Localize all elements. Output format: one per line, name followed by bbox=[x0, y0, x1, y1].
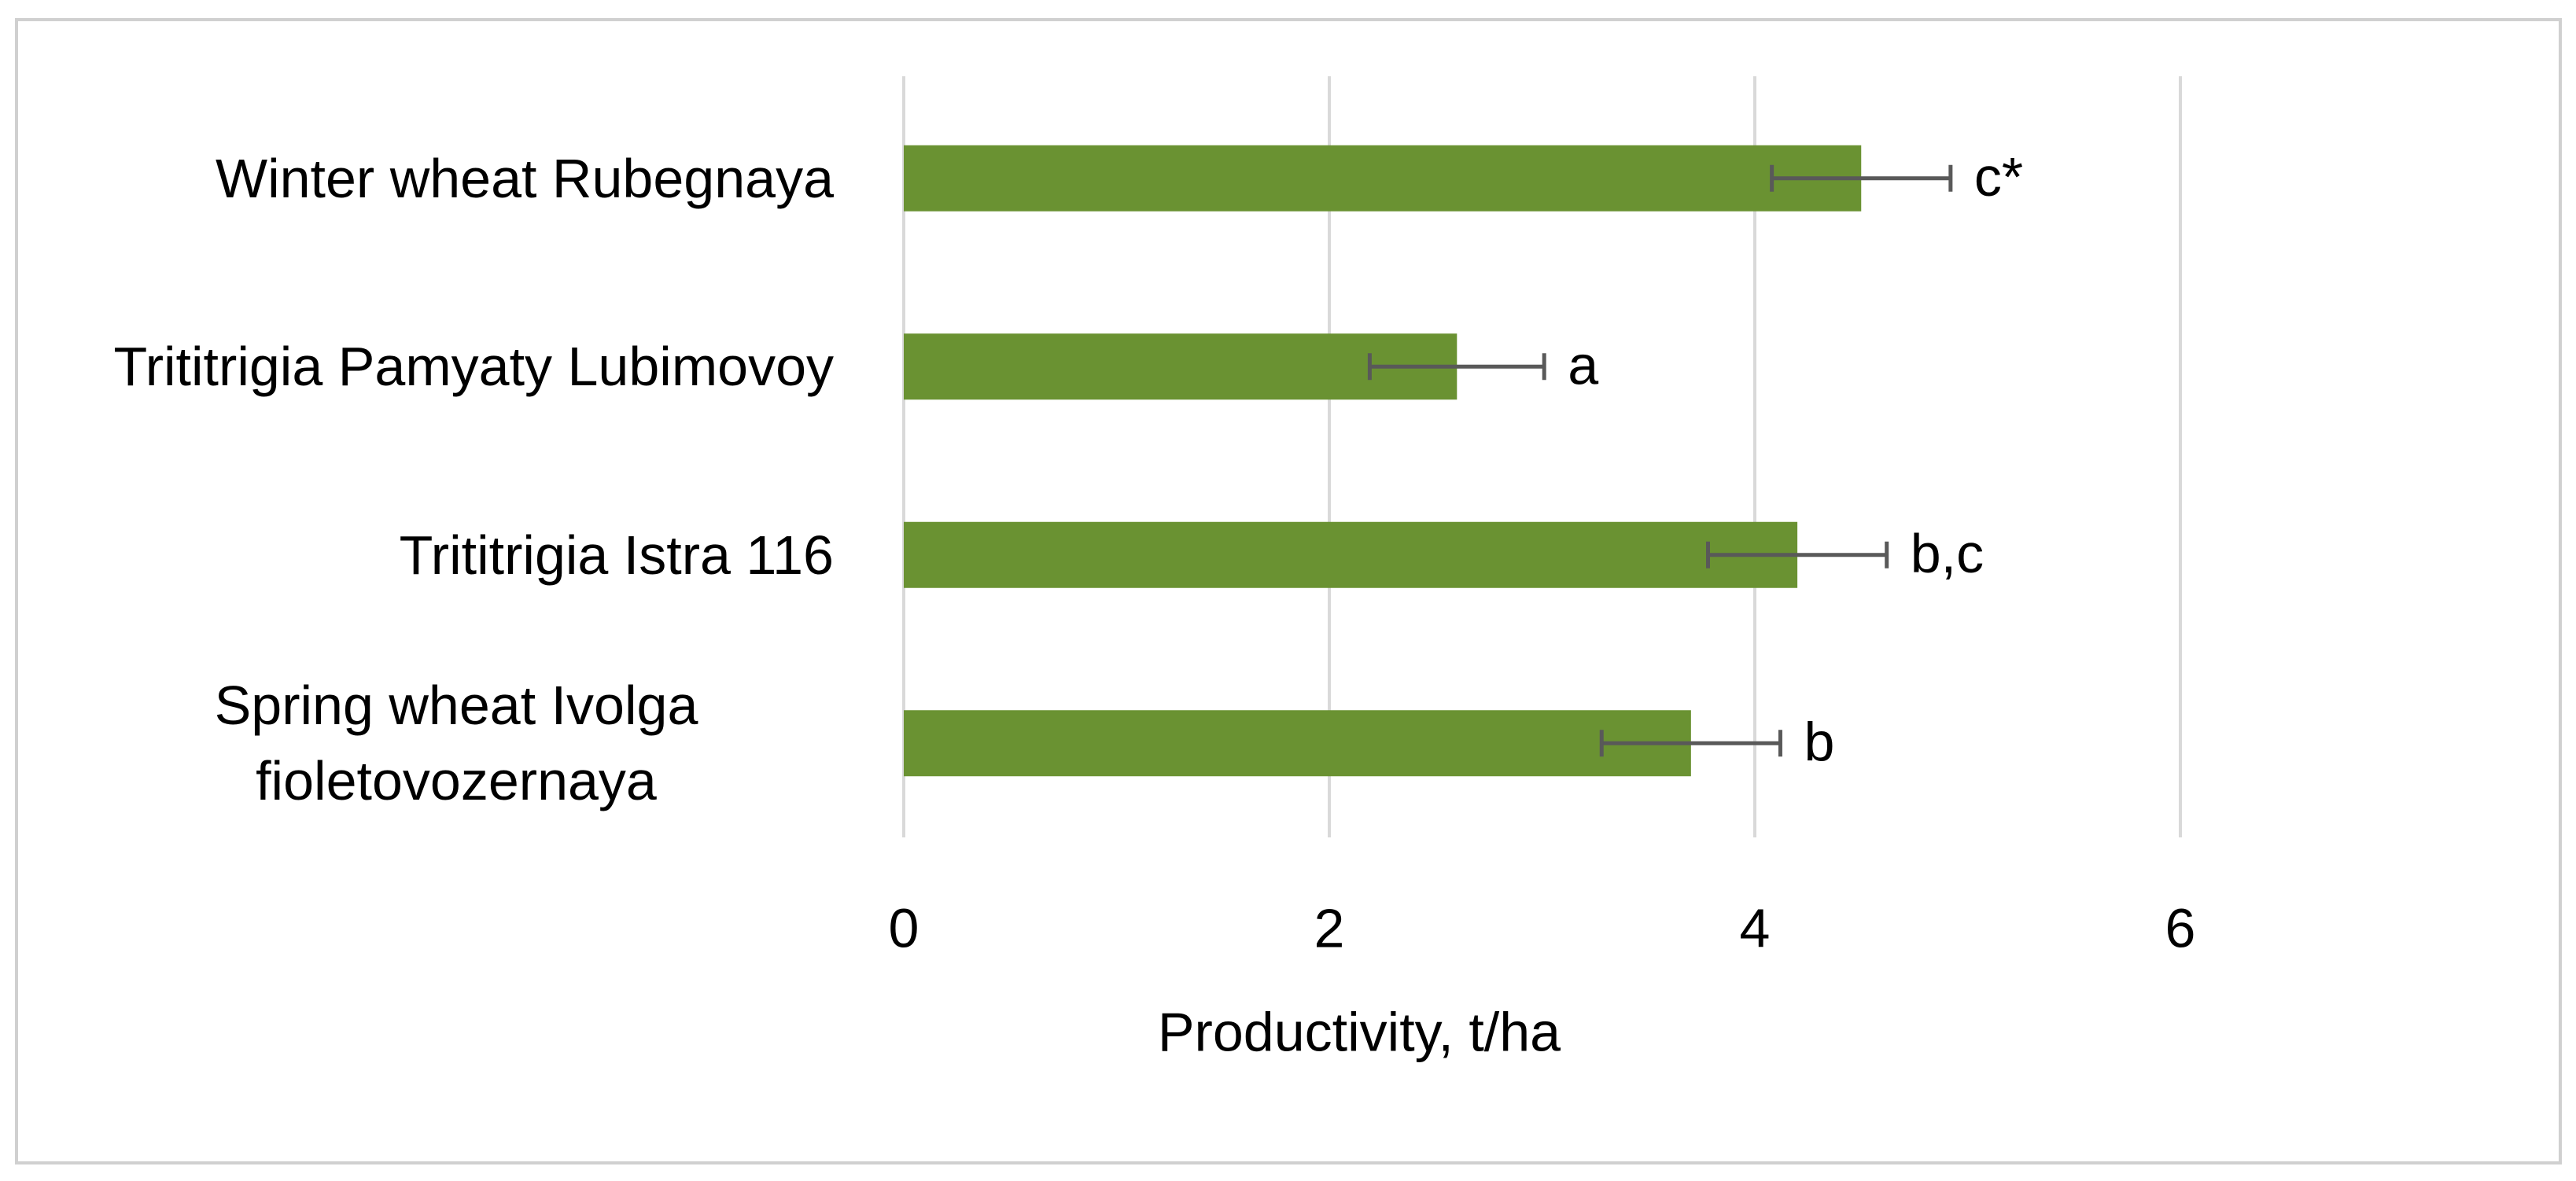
error-bar bbox=[1770, 164, 1953, 192]
y-tick-label-box: Trititrigia Pamyaty Lubimovoy bbox=[24, 288, 834, 445]
bar bbox=[904, 521, 1798, 588]
y-tick-label: Trititrigia Istra 116 bbox=[399, 524, 834, 586]
x-tick-label: 0 bbox=[889, 897, 919, 958]
significance-label: b,c bbox=[1911, 523, 1984, 584]
x-tick-label: 2 bbox=[1314, 897, 1345, 958]
bar bbox=[904, 710, 1691, 777]
significance-label: b bbox=[1804, 712, 1834, 773]
significance-label: a bbox=[1568, 335, 1598, 396]
bar bbox=[904, 145, 1862, 212]
x-tick-label: 6 bbox=[2165, 897, 2196, 958]
y-tick-label: Trititrigia Pamyaty Lubimovoy bbox=[113, 336, 834, 398]
significance-label: c* bbox=[1974, 146, 2023, 208]
error-bar bbox=[1367, 353, 1546, 381]
x-tick-label: 4 bbox=[1740, 897, 1771, 958]
x-axis-title: Productivity, t/ha bbox=[1158, 1001, 1561, 1062]
y-tick-label: Winter wheat Rubegnaya bbox=[216, 147, 834, 209]
y-tick-label: Spring wheat Ivolga fioletovozernaya bbox=[214, 675, 698, 812]
y-tick-label-box: Trititrigia Istra 116 bbox=[24, 476, 834, 634]
error-bar bbox=[1705, 541, 1889, 568]
bar bbox=[904, 333, 1458, 400]
y-tick-label-box: Winter wheat Rubegnaya bbox=[24, 100, 834, 257]
y-tick-label-box: Spring wheat Ivolga fioletovozernaya bbox=[24, 664, 834, 822]
error-bar bbox=[1599, 730, 1782, 757]
